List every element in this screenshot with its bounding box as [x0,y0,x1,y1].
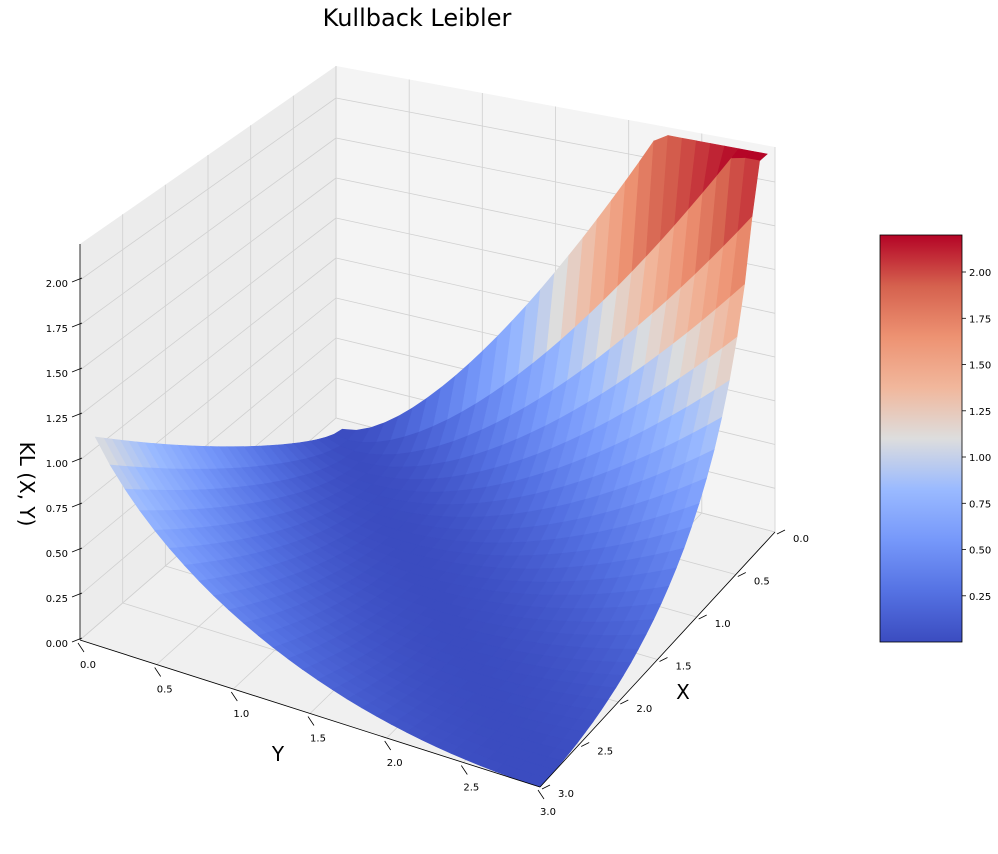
colorbar-tick-label: 0.75 [969,499,991,510]
x-tick-label: 0.5 [754,577,770,588]
y-axis-line [79,639,541,788]
z-tick-mark [71,592,83,598]
z-tick-label: 0.50 [46,549,68,560]
x-tick-label: 2.5 [597,747,613,758]
x-axis-label: X [676,680,690,704]
y-tick-label: 2.5 [463,783,479,794]
colorbar: 0.25 0.50 0.75 1.00 1.25 1.50 1.75 2.00 [879,234,991,643]
x-tick-mark [698,614,707,620]
y-axis-label: Y [271,742,285,766]
colorbar-tick-label: 1.50 [969,361,991,372]
y-tick-mark [154,667,162,677]
chart-title: Kullback Leibler [323,4,512,32]
z-tick-mark [71,637,83,643]
z-tick-label: 1.50 [46,369,68,380]
z-tick-label: 0.75 [46,504,68,515]
z-tick-mark [71,457,83,463]
z-tick-mark [71,367,83,373]
colorbar-gradient [879,234,963,643]
x-tick-mark [541,784,551,790]
kl-surface [94,135,768,788]
x-tick-mark [581,742,590,747]
x-axis-line [539,531,776,788]
y-tick-label: 0.5 [157,685,173,696]
y-tick-label: 1.0 [233,709,249,720]
x-tick-label: 3.0 [558,789,574,800]
z-tick-label: 2.00 [46,279,68,290]
z-axis-label: KL (X, Y) [15,442,39,527]
colorbar-ticks: 0.25 0.50 0.75 1.00 1.25 1.50 1.75 2.00 [962,268,991,603]
y-tick-mark [384,740,392,751]
y-tick-mark [537,789,545,800]
y-tick-mark [230,691,238,702]
y-tick-mark [460,765,468,775]
x-tick-label: 2.0 [636,704,652,715]
wall-gridline [79,217,337,416]
z-tick-label: 1.25 [46,414,68,425]
x-tick-mark [776,529,786,535]
axis-lines [79,244,776,788]
z-tick-mark [71,547,83,553]
x-tick-mark [737,572,746,577]
wall-gridline [79,257,337,461]
x-tick-mark [620,699,629,705]
tick-labels: 0.0 0.5 1.0 1.5 2.0 2.5 3.0 0.0 0.5 1.0 1.5 2.0 2.5 3… [46,277,809,818]
wall-gridline [79,137,337,326]
z-tick-mark [71,502,83,508]
colorbar-tick-label: 0.50 [969,546,991,557]
z-tick-label: 1.00 [46,459,68,470]
y-tick-label: 0.0 [80,660,96,671]
y-tick-label: 2.0 [387,758,403,769]
x-tick-label: 1.0 [715,619,731,630]
y-tick-label: 1.5 [310,734,326,745]
wall-gridline [79,337,337,551]
colorbar-tick-label: 1.75 [969,314,991,325]
colorbar-tick-label: 2.00 [969,268,991,279]
z-tick-mark [71,412,83,418]
y-tick-label: 3.0 [540,807,556,818]
colorbar-tick-label: 0.25 [969,592,991,603]
colorbar-tick-label: 1.00 [969,453,991,464]
colorbar-tick-label: 1.25 [969,407,991,418]
z-tick-label: 1.75 [46,324,68,335]
y-tick-mark [77,642,85,653]
x-tick-label: 0.0 [793,534,809,545]
z-tick-label: 0.00 [46,639,68,650]
x-tick-mark [659,657,668,662]
z-tick-mark [71,277,83,283]
y-tick-mark [307,716,315,726]
z-tick-mark [71,322,83,328]
x-tick-label: 1.5 [676,662,692,673]
z-tick-label: 0.25 [46,594,68,605]
wall-gridline [79,97,337,281]
wall-gridline [79,177,337,371]
